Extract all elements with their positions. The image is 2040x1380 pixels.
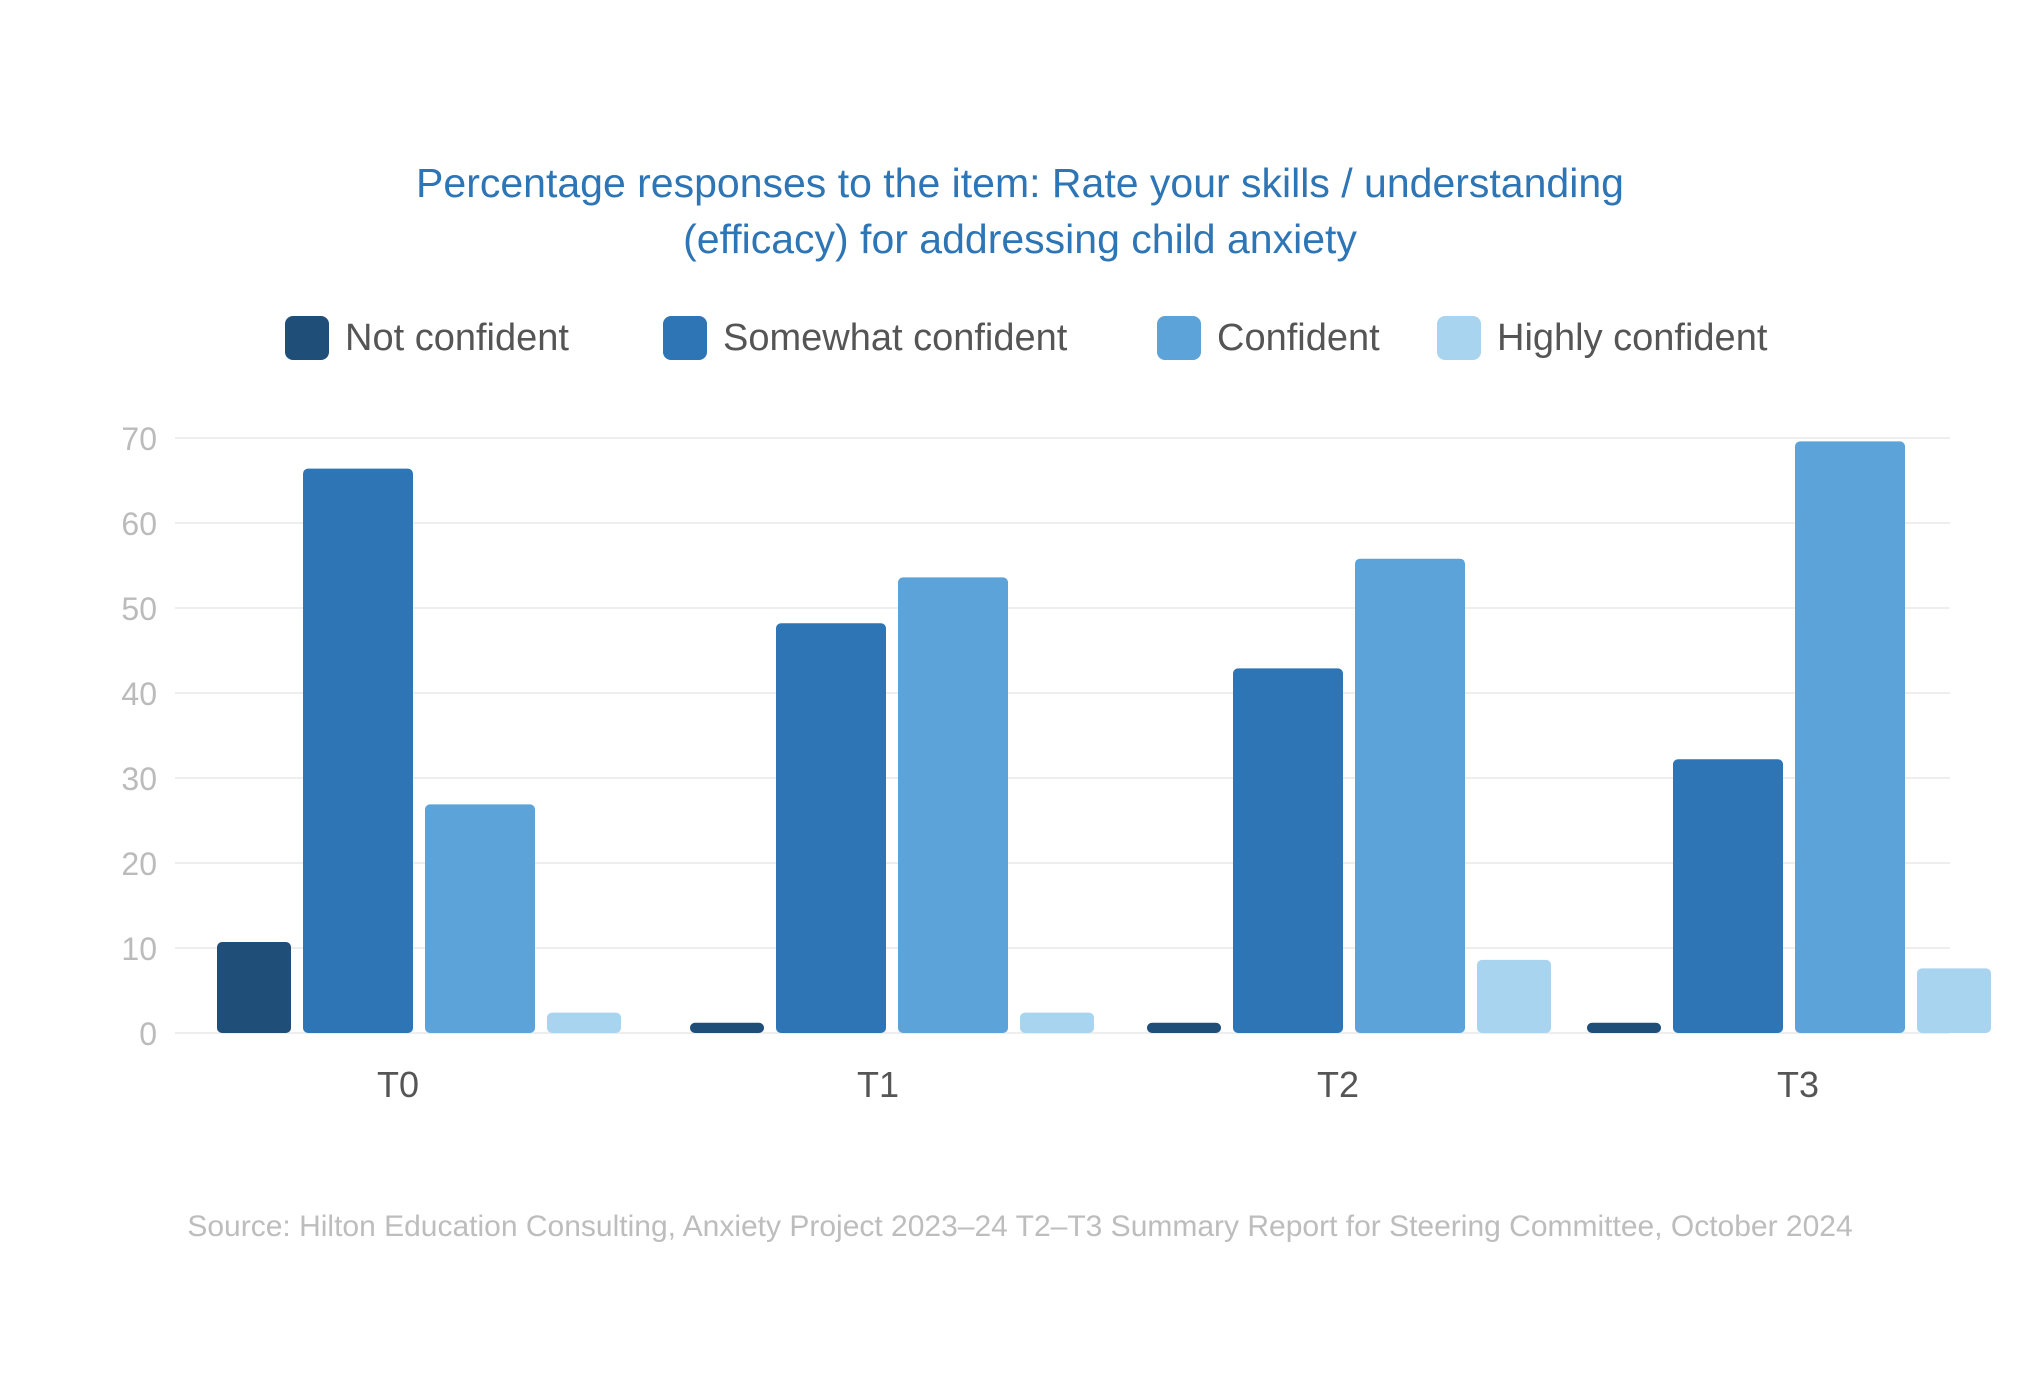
bar-T3-highly-confident [1917,968,1991,1033]
legend-swatch-confident [1157,316,1201,360]
legend-label-confident: Confident [1217,316,1380,359]
bar-T1-highly-confident [1020,1012,1094,1033]
bar-T0-confident [425,804,535,1033]
x-category-label: T2 [1317,1064,1359,1105]
legend-item-not-confident: Not confident [285,310,569,366]
legend-label-somewhat-confident: Somewhat confident [723,316,1068,359]
source-note: Source: Hilton Education Consulting, Anx… [187,1210,1853,1243]
bar-T3-not-confident [1587,1022,1661,1033]
bar-T2-highly-confident [1477,959,1551,1033]
bar-T1-somewhat-confident [776,623,886,1033]
y-tick-label: 40 [121,676,157,712]
legend-item-highly-confident: Highly confident [1437,310,1767,366]
y-tick-label: 50 [121,591,157,627]
legend-swatch-highly-confident [1437,316,1481,360]
bar-T0-not-confident [217,942,291,1033]
bar-T1-confident [898,577,1008,1033]
x-category-label: T0 [377,1064,419,1105]
chart-legend: Not confident Somewhat confident Confide… [0,310,2040,366]
legend-item-confident: Confident [1157,310,1380,366]
legend-swatch-somewhat-confident [663,316,707,360]
legend-item-somewhat-confident: Somewhat confident [663,310,1067,366]
y-tick-label: 70 [121,421,157,457]
bar-T0-somewhat-confident [303,468,413,1034]
chart-title-line-1: Percentage responses to the item: Rate y… [416,160,1624,206]
bar-T2-not-confident [1147,1022,1221,1033]
bar-chart: 0 10 20 30 40 50 60 70 T0 T1 T2 T3 [121,421,1991,1105]
legend-label-not-confident: Not confident [345,316,569,359]
y-tick-label: 0 [139,1016,157,1052]
bar-T2-confident [1355,558,1465,1033]
bar-T3-confident [1795,441,1905,1033]
legend-swatch-not-confident [285,316,329,360]
bar-T0-highly-confident [547,1012,621,1033]
x-category-label: T3 [1777,1064,1819,1105]
bar-T1-not-confident [690,1022,764,1033]
chart-title-line-2: (efficacy) for addressing child anxiety [683,216,1357,262]
y-tick-label: 20 [121,846,157,882]
y-tick-label: 30 [121,761,157,797]
bar-T3-somewhat-confident [1673,759,1783,1033]
chart-title: Percentage responses to the item: Rate y… [0,155,2040,267]
y-tick-label: 10 [121,931,157,967]
x-category-label: T1 [857,1064,899,1105]
y-tick-label: 60 [121,506,157,542]
legend-label-highly-confident: Highly confident [1497,316,1768,359]
bar-T2-somewhat-confident [1233,668,1343,1033]
